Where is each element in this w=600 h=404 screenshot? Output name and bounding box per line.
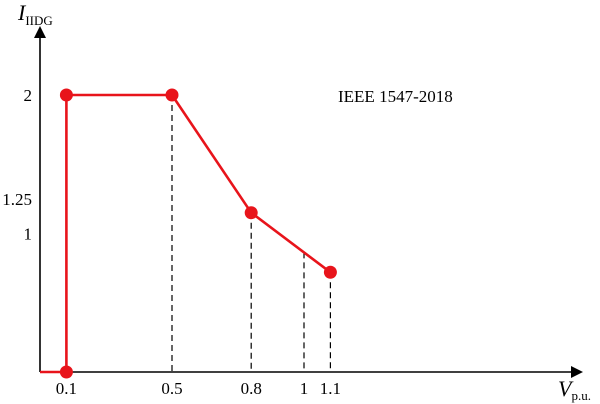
tick-labels: 0.1 0.5 0.8 1 1.1 2 1.25 1 [2,86,341,398]
annotation-label: IEEE 1547-2018 [338,87,453,106]
series-point-2 [59,88,73,102]
y-axis-title-sub: IIDG [25,13,52,28]
y-tick-label-1: 1.25 [2,190,32,209]
x-axis-title: Vp.u. [558,376,591,403]
y-axis-title-main: I [17,0,27,25]
series-point-1 [59,365,73,379]
x-axis-title-sub: p.u. [571,388,591,403]
series-group [40,88,337,379]
series-line [40,93,332,374]
x-tick-label-2: 0.8 [241,379,262,398]
series-point-4 [244,206,258,220]
x-tick-label-3: 1 [300,379,309,398]
series-point-3 [165,88,179,102]
series-point-5 [323,265,337,279]
y-tick-label-2: 1 [24,225,33,244]
x-tick-label-4: 1.1 [320,379,341,398]
x-tick-label-1: 0.5 [161,379,182,398]
y-axis-arrow [34,26,46,38]
y-axis-title: IIIDG [17,0,53,28]
y-tick-label-0: 2 [24,86,33,105]
x-axis-arrow [571,366,583,378]
axes [34,26,583,378]
x-tick-label-0: 0.1 [56,379,77,398]
dashed-guides [171,95,331,372]
x-axis-title-main: V [558,376,574,401]
